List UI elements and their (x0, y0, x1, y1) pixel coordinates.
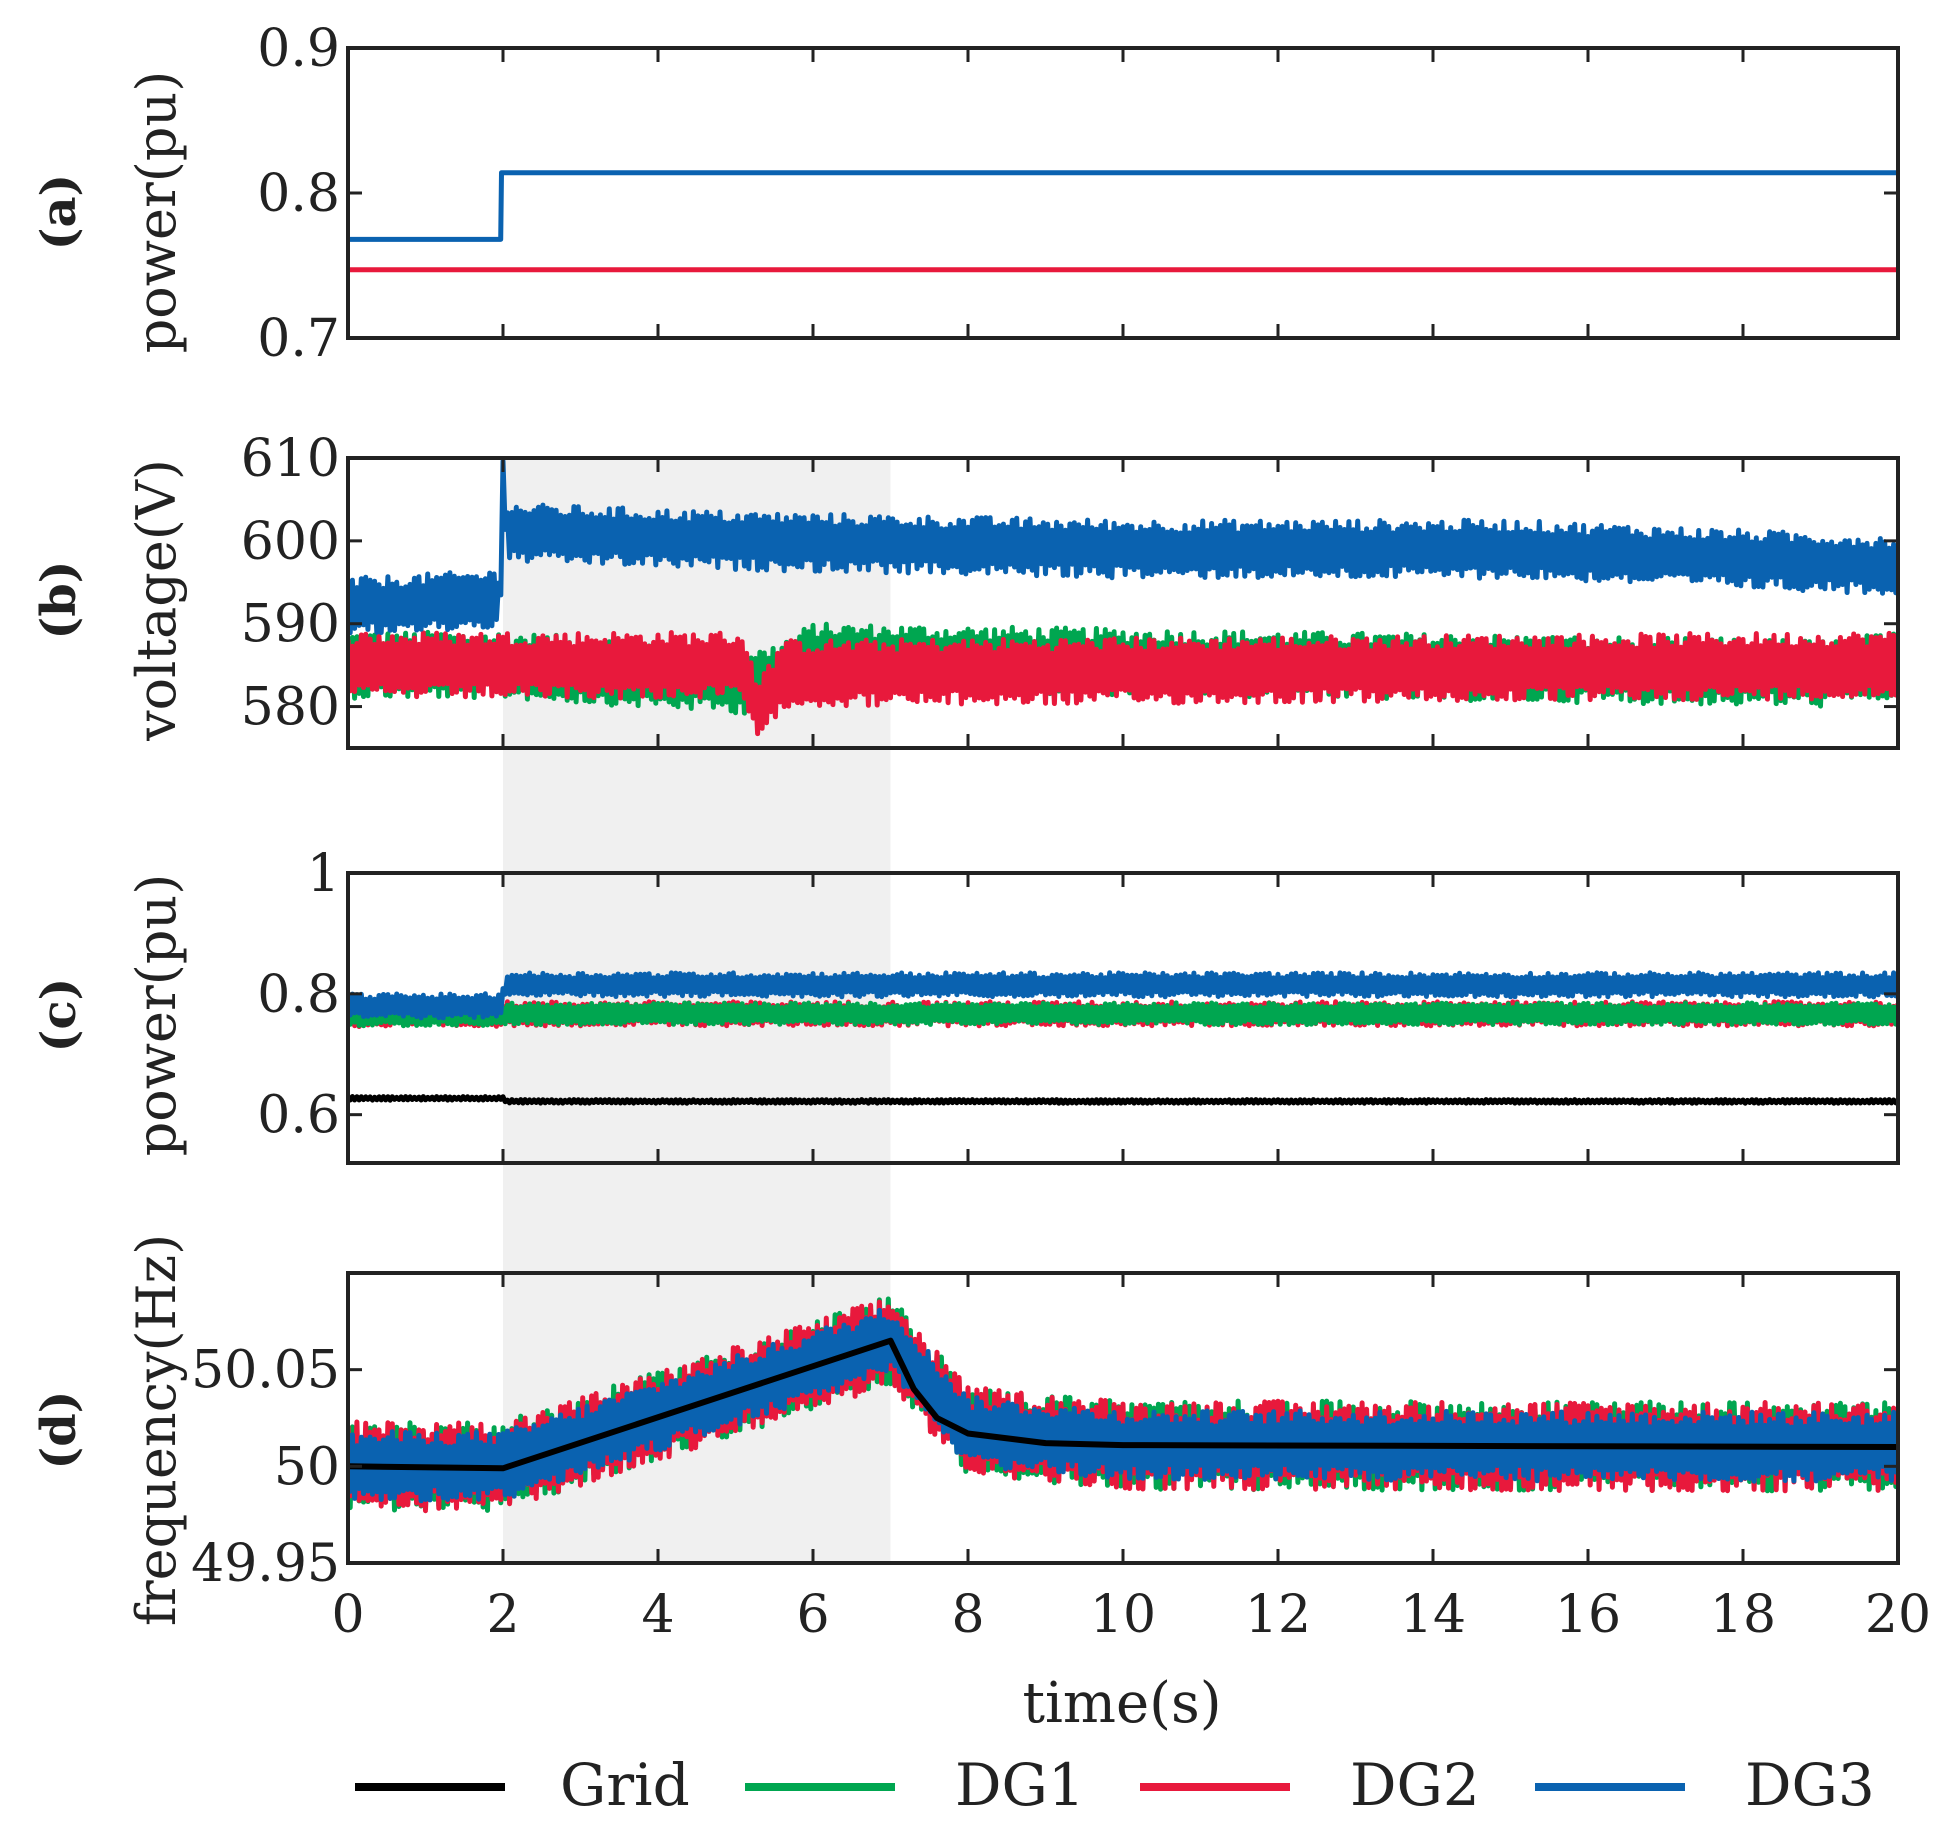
panel-b-label: (b) (31, 561, 87, 640)
panel-b-y-tick-label: 590 (241, 595, 340, 655)
panel-c-y-tick-label: 0.6 (257, 1086, 340, 1146)
panel-d-y-tick-label: 50.05 (191, 1341, 340, 1401)
panel-c-y-tick-label: 0.8 (257, 965, 340, 1025)
panel-b-ylabel: voltage(V) (125, 459, 188, 742)
x-tick-label: 12 (1245, 1585, 1311, 1645)
panel-b: (b) voltage(V) 580 590 600 610 (31, 429, 1900, 750)
x-tick-label: 18 (1710, 1585, 1776, 1645)
x-tick-label: 14 (1400, 1585, 1466, 1645)
panel-c: (c) power(pu) 0.6 0.8 1 (31, 844, 1900, 1165)
x-tick-label: 2 (486, 1585, 519, 1645)
series-dg3-panel-c (348, 970, 1898, 1021)
x-tick-label: 8 (951, 1585, 984, 1645)
panel-a-label: (a) (31, 174, 87, 251)
panel-b-y-tick-label: 580 (241, 678, 340, 738)
x-tick-label: 0 (331, 1585, 364, 1645)
panel-a-y-tick-label: 0.9 (257, 19, 340, 79)
panel-a-ylabel: power(pu) (125, 71, 188, 354)
legend-label-dg2: DG2 (1350, 1751, 1480, 1819)
panel-a-y-tick-label: 0.8 (257, 164, 340, 224)
panel-a-y-tick-label: 0.7 (257, 309, 340, 369)
panel-d-ylabel: frequency(Hz) (125, 1234, 188, 1626)
x-tick-label: 6 (796, 1585, 829, 1645)
legend-label-dg3: DG3 (1745, 1751, 1875, 1819)
legend: Grid DG1 DG2 DG3 (355, 1751, 1875, 1819)
legend-label-grid: Grid (560, 1751, 690, 1819)
panel-d-series (348, 1296, 1898, 1514)
series-dg1-panel-c (348, 1000, 1898, 1029)
series-grid-panel-d (348, 1337, 1898, 1472)
x-tick-labels: 0 2 4 6 8 10 12 14 16 18 20 (331, 1585, 1931, 1645)
series-dg3-panel-b (348, 458, 1898, 636)
panel-d-y-tick-label: 50 (274, 1437, 340, 1497)
x-tick-label: 16 (1555, 1585, 1621, 1645)
series-grid-panel-c (348, 1094, 1898, 1106)
panel-b-y-tick-label: 610 (241, 429, 340, 489)
panel-c-series (348, 970, 1898, 1106)
series-dg3-panel-a (348, 170, 1898, 242)
panel-a-series (348, 170, 1898, 273)
panel-d: (d) frequency(Hz) 49.95 50 50.05 (31, 1234, 1900, 1626)
legend-label-dg1: DG1 (955, 1751, 1085, 1819)
panel-d-y-tick-label: 49.95 (191, 1534, 340, 1594)
x-axis-label: time(s) (1022, 1671, 1221, 1736)
panel-b-y-tick-label: 600 (241, 512, 340, 572)
panel-c-y-tick-label: 1 (307, 844, 340, 904)
panel-a: (a) power(pu) 0.7 0.8 0.9 (31, 19, 1900, 369)
x-tick-label: 10 (1090, 1585, 1156, 1645)
panel-b-series (348, 458, 1898, 737)
series-dg2-panel-b (348, 630, 1898, 737)
panel-d-label: (d) (31, 1391, 87, 1470)
panel-c-ylabel: power(pu) (125, 874, 188, 1157)
x-tick-label: 4 (641, 1585, 674, 1645)
panel-c-label: (c) (31, 978, 87, 1053)
x-tick-label: 20 (1865, 1585, 1931, 1645)
